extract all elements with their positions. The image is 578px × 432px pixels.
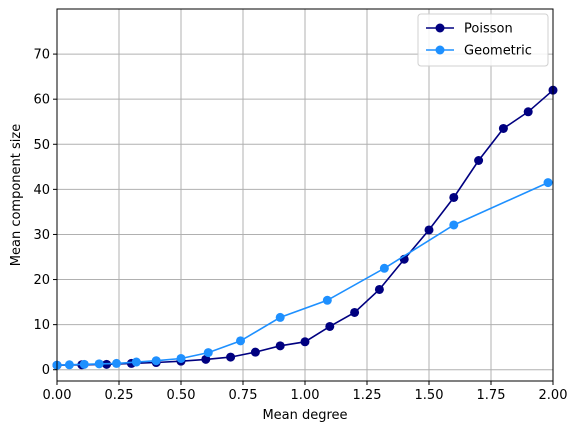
data-point-geometric (151, 356, 161, 366)
y-tick-label: 10 (33, 318, 50, 333)
data-point-poisson (325, 321, 335, 331)
x-tick-label: 0.50 (167, 388, 196, 403)
y-tick-label: 20 (33, 273, 50, 288)
data-point-poisson (424, 225, 434, 235)
data-point-geometric (275, 312, 285, 322)
y-axis-label: Mean component size (9, 124, 24, 266)
y-tick-label: 60 (33, 93, 50, 108)
data-point-poisson (474, 156, 484, 166)
legend: Poisson Geometric (417, 13, 549, 67)
series-geometric (52, 178, 553, 370)
data-point-poisson (350, 307, 360, 317)
y-tick-label: 40 (33, 183, 50, 198)
y-tick-label: 70 (33, 48, 50, 63)
data-point-poisson (275, 341, 285, 351)
ticks: 0.00 0.25 0.50 0.75 1.00 1.25 1.50 1.75 2.00 0 10 2… (33, 48, 567, 403)
data-point-geometric (203, 348, 213, 358)
data-point-geometric (379, 263, 389, 273)
legend-box (417, 13, 549, 67)
data-point-geometric (322, 295, 332, 305)
data-point-poisson (498, 123, 508, 133)
legend-marker-geometric (435, 45, 445, 55)
data-point-poisson (300, 337, 310, 347)
data-point-geometric (449, 220, 459, 230)
x-axis-label: Mean degree (262, 408, 347, 423)
data-point-geometric (543, 178, 553, 188)
x-tick-label: 0.75 (229, 388, 258, 403)
series-layer (52, 85, 558, 370)
y-tick-label: 30 (33, 228, 50, 243)
data-point-geometric (131, 357, 141, 367)
x-tick-label: 1.00 (291, 388, 320, 403)
x-tick-label: 1.50 (415, 388, 444, 403)
x-tick-label: 0.00 (43, 388, 72, 403)
data-point-poisson (250, 347, 260, 357)
data-point-geometric (112, 358, 122, 368)
data-point-geometric (236, 336, 246, 346)
data-point-geometric (176, 353, 186, 363)
data-point-geometric (79, 359, 89, 369)
data-point-geometric (64, 360, 74, 370)
x-tick-label: 2.00 (539, 388, 568, 403)
data-point-geometric (94, 359, 104, 369)
x-tick-label: 1.75 (477, 388, 506, 403)
legend-label-geometric: Geometric (464, 44, 532, 59)
y-tick-label: 0 (42, 363, 50, 378)
y-tick-label: 50 (33, 138, 50, 153)
x-tick-label: 0.25 (105, 388, 134, 403)
data-point-poisson (226, 352, 236, 362)
data-point-poisson (449, 192, 459, 202)
x-tick-label: 1.25 (353, 388, 382, 403)
data-point-poisson (523, 107, 533, 117)
legend-marker-poisson (435, 23, 445, 33)
legend-label-poisson: Poisson (464, 22, 513, 37)
data-point-poisson (201, 354, 211, 364)
data-point-poisson (374, 284, 384, 294)
